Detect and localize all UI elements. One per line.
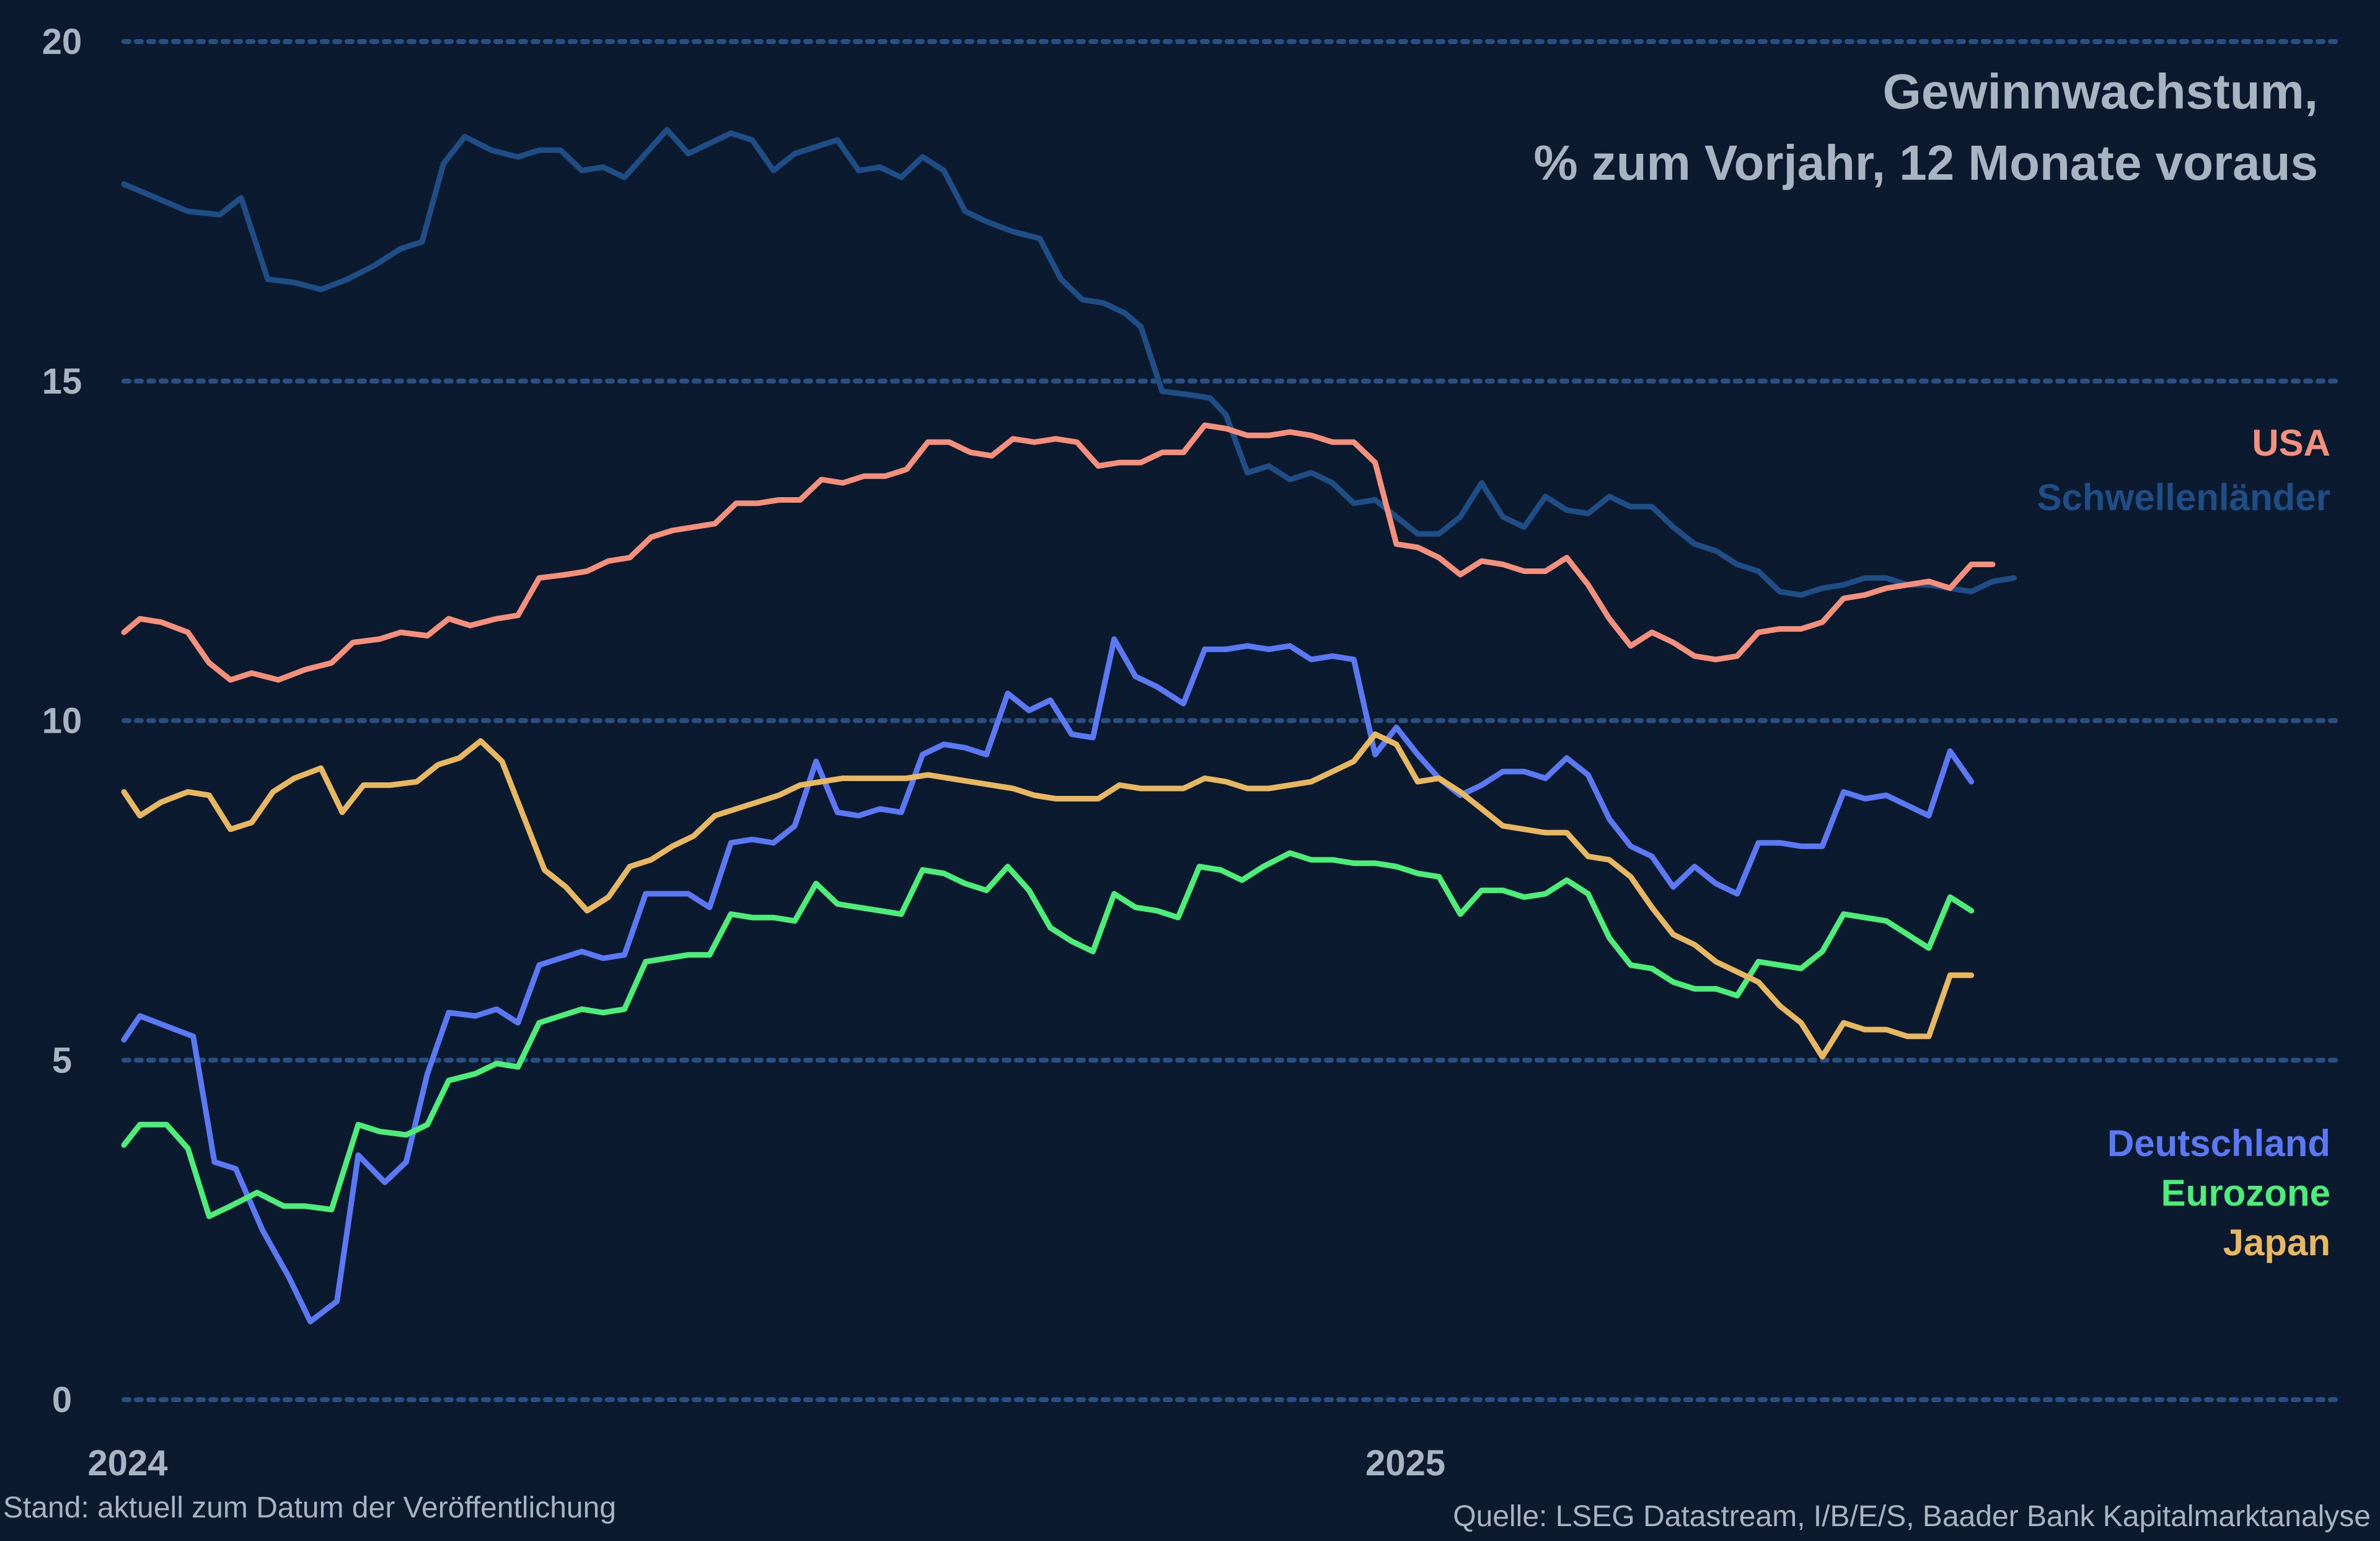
x-tick-label: 2025 bbox=[1365, 1443, 1445, 1483]
legend-deutschland: Deutschland bbox=[2107, 1123, 2330, 1164]
y-tick-label: 15 bbox=[42, 361, 82, 402]
footer-quelle: Quelle: LSEG Datastream, I/B/E/S, Baader… bbox=[1453, 1500, 2371, 1533]
chart-title: Gewinnwachstum, bbox=[1883, 64, 2318, 119]
x-tick-label: 2024 bbox=[87, 1443, 167, 1483]
y-tick-label: 20 bbox=[42, 22, 82, 62]
y-tick-label: 0 bbox=[52, 1380, 72, 1420]
y-tick-label: 10 bbox=[42, 701, 82, 741]
series-line-schwellenl-nder bbox=[121, 126, 2017, 598]
legend-schwellenlaender: Schwellenländer bbox=[2037, 477, 2331, 518]
y-tick-label: 5 bbox=[52, 1040, 72, 1080]
gridlines bbox=[121, 39, 2342, 1402]
series-line-japan bbox=[121, 731, 1975, 1060]
series-line-eurozone bbox=[121, 850, 1975, 1219]
axis-labels: 0 5 10 15 20 2024 2025 bbox=[42, 22, 1445, 1483]
legend-eurozone: Eurozone bbox=[2161, 1172, 2330, 1214]
series-line-usa bbox=[121, 422, 1996, 683]
series-line-deutschland bbox=[121, 636, 1975, 1325]
legend-usa: USA bbox=[2252, 422, 2330, 464]
chart-subtitle: % zum Vorjahr, 12 Monate voraus bbox=[1533, 135, 2318, 190]
series-lines bbox=[121, 126, 2017, 1325]
footer-stand: Stand: aktuell zum Datum der Veröffentli… bbox=[3, 1491, 616, 1524]
legend-japan: Japan bbox=[2223, 1222, 2330, 1263]
